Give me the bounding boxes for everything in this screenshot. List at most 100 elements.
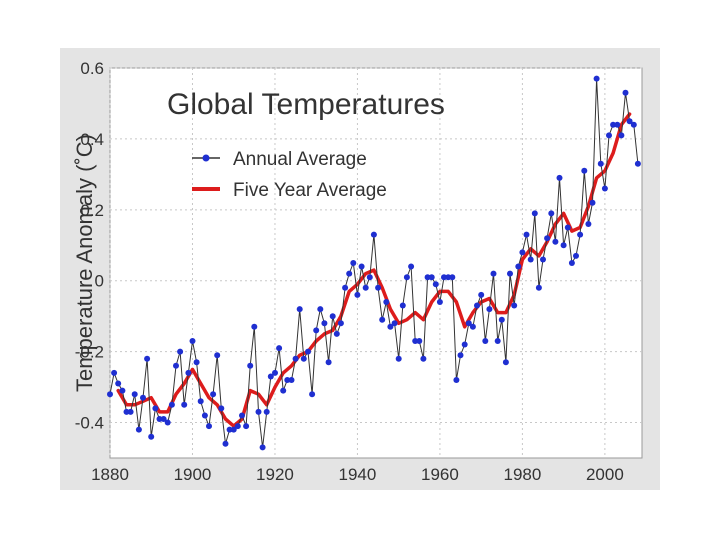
annual-average-point [267,373,274,380]
x-tick-label: 1980 [503,465,541,484]
annual-average-point [461,341,468,348]
annual-average-point [276,345,283,352]
annual-average-point [309,391,316,398]
annual-average-point [214,352,221,359]
annual-average-point [597,160,604,167]
annual-average-point [346,270,353,277]
chart-svg: Temperature Anomaly (˚C) Global Temperat… [72,59,643,484]
annual-average-point [115,380,122,387]
annual-average-point [593,75,600,82]
annual-average-point [634,160,641,167]
annual-average-point [606,132,612,139]
annual-average-point [210,391,217,398]
annual-average-point [131,391,138,398]
annual-average-point [502,359,509,366]
annual-average-point [469,323,476,330]
annual-average-point [160,416,167,422]
annual-average-point [280,387,287,394]
y-tick-label: -0.4 [75,414,104,433]
annual-average-point [177,348,184,355]
annual-average-point [535,284,542,291]
annual-average-point [453,377,460,383]
annual-average-point [111,369,118,376]
chart-panel: Temperature Anomaly (˚C) Global Temperat… [60,48,660,490]
x-tick-label: 1940 [339,465,377,484]
annual-average-point [284,377,291,383]
x-tick-label: 1880 [91,465,129,484]
annual-average-point [498,316,505,323]
annual-average-point [263,408,270,415]
annual-average-point [630,121,637,128]
annual-average-point [325,359,332,366]
annual-average-point [403,274,410,281]
annual-average-point [362,284,369,291]
annual-average-point [457,352,464,359]
annual-average-point [515,263,522,270]
annual-average-point [358,263,365,270]
legend-five-year-label: Five Year Average [233,180,387,201]
grid-lines [109,67,642,458]
annual-average-point [189,338,196,344]
annual-average-point [234,423,241,430]
annual-average-point [610,121,617,128]
annual-average-point [321,320,328,327]
annual-average-point [428,274,435,281]
annual-average-point [272,369,278,376]
annual-average-point [333,330,340,337]
annual-average-point [445,274,452,281]
annual-average-point [408,263,415,270]
annual-average-point [601,185,608,192]
y-tick-label: 0.2 [80,201,104,220]
annual-average-point [288,377,295,383]
annual-average-point [168,401,175,408]
five-year-average-line [116,112,632,428]
annual-average-point [354,291,361,298]
annual-average-point [548,210,555,217]
annual-average-point [144,355,151,362]
annual-average-point [441,274,447,281]
chart-title: Global Temperatures [167,88,445,121]
annual-average-point [494,338,501,344]
annual-average-point [560,242,567,249]
annual-average-point [581,167,588,174]
annual-average-point [152,405,159,412]
annual-average-point [313,327,320,334]
annual-average-point [255,408,262,415]
annual-average-point [585,221,592,227]
annual-average-point [201,412,208,419]
annual-average-point [383,299,390,305]
annual-average-point [507,270,513,277]
legend-annual-marker [202,154,210,162]
annual-average-point [107,391,113,398]
annual-average-point [573,252,579,259]
annual-average-point [395,355,402,362]
annual-average-point [259,444,266,451]
annual-average-point [552,238,559,245]
annual-average-point [127,408,134,415]
annual-average-point [527,256,534,263]
x-tick-label: 1920 [256,465,294,484]
annual-average-point [206,423,212,430]
annual-average-point [185,369,192,376]
y-tick-label: 0.6 [80,59,104,78]
legend: Annual Average Five Year Average [192,149,387,201]
annual-average-point [544,235,551,242]
annual-average-point [173,362,179,369]
annual-average-point [337,320,344,327]
annual-average-point [531,210,538,217]
annual-average-point [420,355,427,362]
annual-average-point [247,362,254,369]
five-year-average-series [116,112,632,428]
annual-average-point [197,398,204,405]
annual-average-point [465,320,472,327]
y-axis-label: Temperature Anomaly (˚C) [72,134,97,392]
annual-average-point [568,260,575,266]
annual-average-point [436,299,443,305]
annual-average-point [622,89,629,96]
annual-average-point [486,306,493,313]
annual-average-point [399,302,406,309]
y-tick-label: 0.4 [80,130,104,149]
annual-average-point [366,274,373,281]
annual-average-point [156,416,163,422]
annual-average-point [387,323,394,330]
